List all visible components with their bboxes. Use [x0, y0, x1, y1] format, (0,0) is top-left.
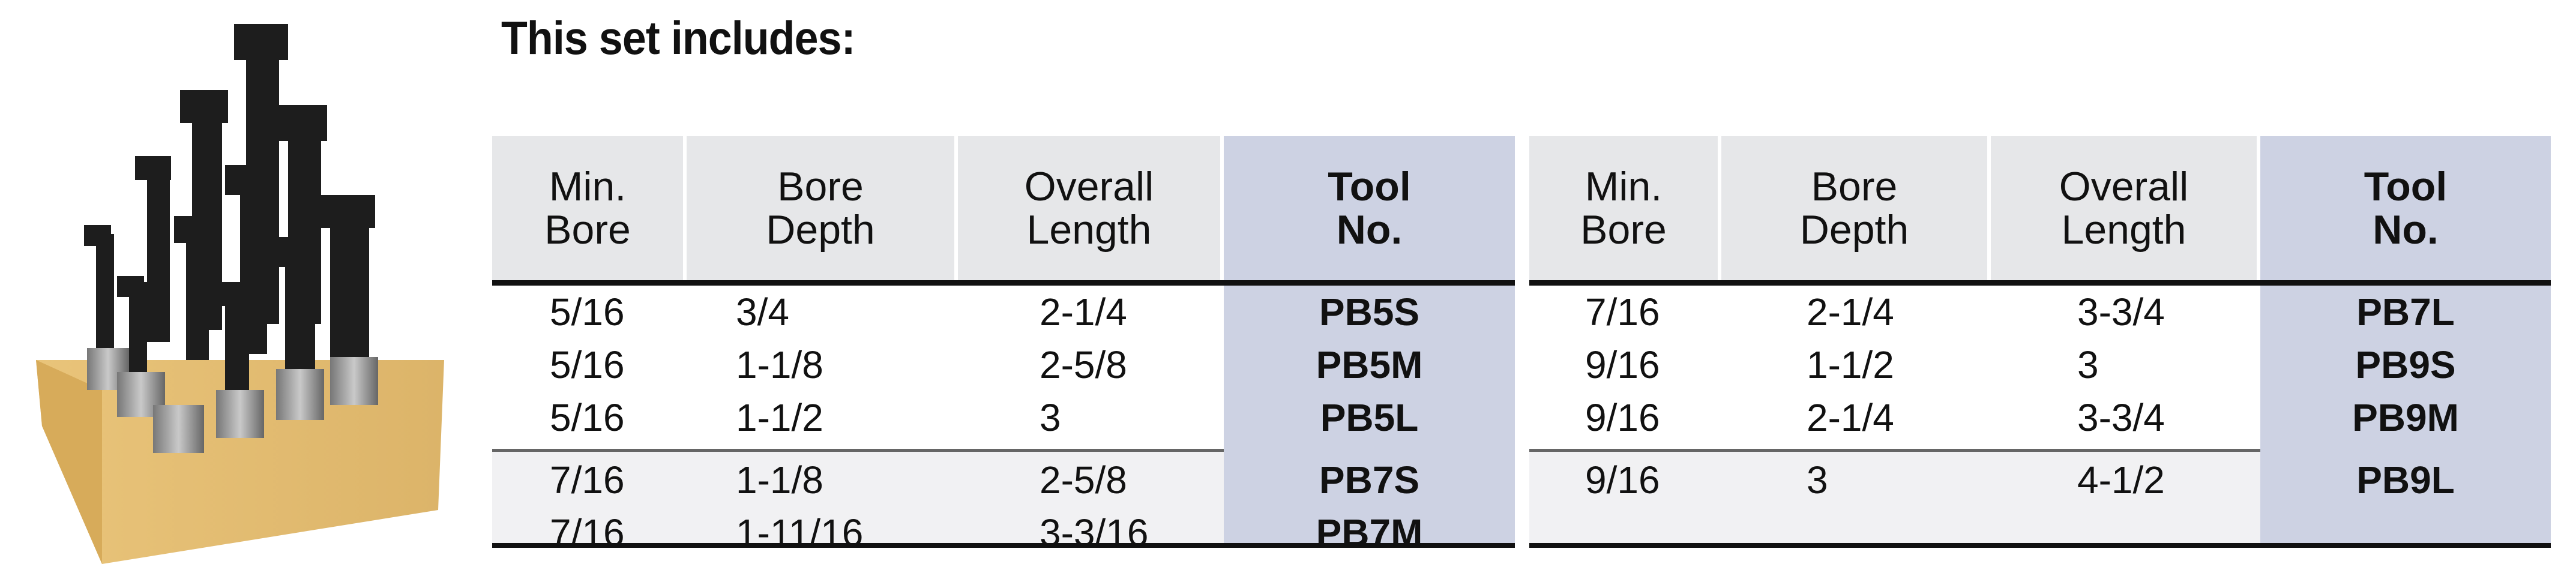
- header-bore-depth: Bore Depth: [687, 136, 954, 280]
- tool-no-cell: PB5S: [1319, 290, 1420, 334]
- table-row: 7/16 1-11/16 3-3/16 PB7M: [492, 506, 1515, 559]
- table-row: 9/16 1-1/2 3 PB9S: [1529, 338, 2551, 391]
- tool-no-cell: PB7S: [1319, 458, 1420, 502]
- overall-length-cell: 2-5/8: [1040, 458, 1127, 502]
- tool-no-cell: PB5L: [1320, 396, 1419, 439]
- table-header: Min. Bore Bore Depth Overall Length Tool No.: [492, 136, 1515, 286]
- min-bore-cell: 5/16: [550, 343, 625, 386]
- min-bore-cell: 7/16: [1585, 290, 1660, 334]
- bore-depth-cell: 1-1/8: [736, 343, 823, 386]
- tool-no-cell: PB7M: [1316, 511, 1423, 554]
- tool-column-bg: [1224, 286, 1515, 543]
- min-bore-cell: 9/16: [1585, 343, 1660, 386]
- min-bore-cell: 9/16: [1585, 396, 1660, 439]
- overall-length-cell: 3-3/4: [2077, 290, 2165, 334]
- header-text: No.: [1336, 207, 1403, 253]
- header-text: No.: [2373, 207, 2439, 253]
- section-title: This set includes:: [501, 11, 855, 64]
- header-overall-length: Overall Length: [1991, 136, 2257, 280]
- overall-length-cell: 2-5/8: [1040, 343, 1127, 386]
- header-bore-depth: Bore Depth: [1721, 136, 1987, 280]
- header-text: Depth: [1799, 207, 1909, 253]
- header-text: Tool: [2364, 164, 2448, 209]
- tool-no-cell: PB9S: [2355, 343, 2456, 386]
- min-bore-cell: 5/16: [550, 290, 625, 334]
- header-text: Overall: [2059, 164, 2189, 209]
- bore-depth-cell: 1-11/16: [736, 511, 864, 554]
- overall-length-cell: 4-1/2: [2077, 458, 2165, 502]
- header-tool-no: Tool No.: [1224, 136, 1515, 280]
- tool-no-cell: PB9M: [2352, 396, 2459, 439]
- header-min-bore: Min. Bore: [1529, 136, 1718, 280]
- header-text: Tool: [1328, 164, 1411, 209]
- table-row: 5/16 1-1/2 3 PB5L: [492, 391, 1515, 444]
- tool-column-bg: [2260, 286, 2551, 543]
- bore-depth-cell: 1-1/8: [736, 458, 823, 502]
- bore-depth-cell: 2-1/4: [1807, 396, 1894, 439]
- overall-length-cell: 3-3/16: [1040, 511, 1149, 554]
- header-text: Length: [2061, 207, 2186, 253]
- min-bore-cell: 7/16: [550, 511, 625, 554]
- header-text: Bore: [777, 164, 864, 209]
- tool-table-2: Min. Bore Bore Depth Overall Length Tool No.…: [1529, 136, 2551, 548]
- overall-length-cell: 3-3/4: [2077, 396, 2165, 439]
- header-text: Bore: [1811, 164, 1898, 209]
- header-text: Bore: [544, 207, 631, 253]
- bore-depth-cell: 1-1/2: [736, 396, 823, 439]
- table-row: 9/16 3 4-1/2 PB9L: [1529, 454, 2551, 506]
- header-text: Min.: [1584, 164, 1663, 209]
- overall-length-cell: 3: [1040, 396, 1061, 439]
- boring-bar-set-photo: [36, 24, 444, 564]
- table-row: 5/16 1-1/8 2-5/8 PB5M: [492, 338, 1515, 391]
- header-text: Overall: [1024, 164, 1154, 209]
- header-tool-no: Tool No.: [2260, 136, 2551, 280]
- header-overall-length: Overall Length: [958, 136, 1220, 280]
- bore-depth-cell: 1-1/2: [1807, 343, 1894, 386]
- tool-no-cell: PB7L: [2356, 290, 2455, 334]
- tool-table-1: Min. Bore Bore Depth Overall Length Tool No.…: [492, 136, 1515, 554]
- table-row: 9/16 2-1/4 3-3/4 PB9M: [1529, 391, 2551, 444]
- tool-no-cell: PB9L: [2356, 458, 2455, 502]
- min-bore-cell: 7/16: [550, 458, 625, 502]
- header-text: Min.: [549, 164, 627, 209]
- table-header: Min. Bore Bore Depth Overall Length Tool No.: [1529, 136, 2551, 286]
- overall-length-cell: 3: [2077, 343, 2099, 386]
- min-bore-cell: 9/16: [1585, 458, 1660, 502]
- header-text: Bore: [1580, 207, 1667, 253]
- header-text: Depth: [766, 207, 875, 253]
- min-bore-cell: 5/16: [550, 396, 625, 439]
- bore-depth-cell: 3: [1807, 458, 1828, 502]
- table-row: 7/16 2-1/4 3-3/4 PB7L: [1529, 286, 2551, 338]
- tool-no-cell: PB5M: [1316, 343, 1423, 386]
- header-min-bore: Min. Bore: [492, 136, 683, 280]
- bore-depth-cell: 2-1/4: [1807, 290, 1894, 334]
- header-text: Length: [1026, 207, 1152, 253]
- table-body: 7/16 2-1/4 3-3/4 PB7L 9/16 1-1/2 3 PB9S 9/16 2-1/…: [1529, 286, 2551, 548]
- table-body: 5/16 3/4 2-1/4 PB5S 5/16 1-1/8 2-5/8 PB5M 5/16 1-…: [492, 286, 1515, 554]
- table-row: 7/16 1-1/8 2-5/8 PB7S: [492, 454, 1515, 506]
- overall-length-cell: 2-1/4: [1040, 290, 1127, 334]
- table-row: 5/16 3/4 2-1/4 PB5S: [492, 286, 1515, 338]
- bore-depth-cell: 3/4: [736, 290, 789, 334]
